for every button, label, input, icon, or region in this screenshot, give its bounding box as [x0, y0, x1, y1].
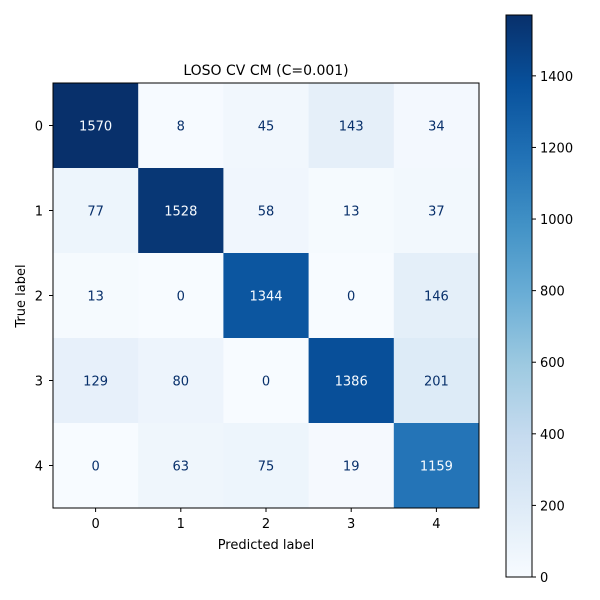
matrix-cell: [393, 423, 480, 509]
matrix-cell-value: 143: [339, 120, 364, 135]
y-tick-label: 4: [35, 460, 43, 475]
x-tick-label: 3: [347, 517, 355, 532]
x-tick-label: 4: [432, 517, 440, 532]
matrix-cell: [308, 83, 395, 169]
matrix-cell: [223, 168, 310, 254]
matrix-cell-value: 58: [258, 205, 275, 220]
matrix-cell: [138, 253, 224, 339]
matrix-cell-value: 1570: [79, 120, 112, 135]
matrix-cell-value: 77: [87, 205, 104, 220]
matrix-cell-value: 75: [258, 460, 275, 475]
matrix-cell-value: 0: [347, 290, 355, 305]
colorbar-tick-label: 400: [540, 428, 565, 443]
matrix-cell-value: 34: [428, 120, 445, 135]
matrix-cell: [223, 253, 310, 339]
matrix-cell: [138, 83, 224, 169]
matrix-cell: [308, 253, 395, 339]
matrix-cell: [308, 338, 395, 424]
colorbar-tick-label: 1200: [540, 141, 573, 156]
matrix-cell: [138, 423, 224, 509]
matrix-cell-value: 13: [343, 205, 360, 220]
y-tick-label: 0: [35, 120, 43, 135]
colorbar-tick-label: 0: [540, 571, 548, 586]
matrix-cell: [138, 168, 224, 254]
x-axis-label: Predicted label: [218, 538, 315, 553]
matrix-cell-value: 37: [428, 205, 445, 220]
y-tick-label: 2: [35, 290, 43, 305]
y-tick-label: 3: [35, 375, 43, 390]
matrix-cell-value: 8: [177, 120, 185, 135]
matrix-cell-value: 1386: [335, 375, 368, 390]
colorbar-tick-label: 800: [540, 285, 565, 300]
matrix-cell: [53, 253, 139, 339]
matrix-cell-value: 146: [424, 290, 449, 305]
matrix-cell-value: 0: [262, 375, 270, 390]
colorbar-tick-label: 1000: [540, 213, 573, 228]
matrix-cell-value: 1344: [249, 290, 282, 305]
matrix-cell: [393, 168, 480, 254]
matrix-cells: [53, 83, 480, 509]
matrix-cell-value: 201: [424, 375, 449, 390]
colorbar-tick-label: 1400: [540, 70, 573, 85]
y-tick-label: 1: [35, 205, 43, 220]
matrix-cell-value: 1528: [164, 205, 197, 220]
x-axis-ticks: 0 1 2 3 4: [91, 508, 441, 532]
matrix-cell: [308, 168, 395, 254]
matrix-cell-value: 19: [343, 460, 360, 475]
matrix-cell-value: 63: [173, 460, 190, 475]
matrix-cell: [223, 83, 310, 169]
matrix-cell: [223, 423, 310, 509]
matrix-cell-value: 13: [87, 290, 104, 305]
matrix-cell-value: 80: [173, 375, 190, 390]
matrix-cell-value: 1159: [420, 460, 453, 475]
matrix-cell-value: 0: [177, 290, 185, 305]
matrix-cell: [393, 338, 480, 424]
matrix-cell-labels: 1570 8 45 143 34 77 1528 58 13 37 13 0 1344 0 146 129 80…: [79, 120, 453, 475]
matrix-cell: [53, 338, 139, 424]
y-axis-ticks: 0 1 2 3 4: [35, 120, 53, 475]
matrix-cell: [53, 168, 139, 254]
colorbar-ticks: 0 200 400 600 800 1000 1200 1400: [532, 70, 573, 586]
colorbar-tick-label: 600: [540, 356, 565, 371]
matrix-cell: [308, 423, 395, 509]
x-tick-label: 0: [91, 517, 99, 532]
x-tick-label: 1: [177, 517, 185, 532]
matrix-cell: [138, 338, 224, 424]
matrix-cell: [223, 338, 310, 424]
matrix-cell: [393, 253, 480, 339]
colorbar: [505, 14, 533, 578]
matrix-cell: [53, 83, 139, 169]
matrix-cell: [393, 83, 480, 169]
chart-title: LOSO CV CM (C=0.001): [183, 63, 348, 79]
matrix-cell-value: 45: [258, 120, 275, 135]
matrix-cell-value: 129: [83, 375, 108, 390]
x-tick-label: 2: [262, 517, 270, 532]
colorbar-tick-label: 200: [540, 499, 565, 514]
y-axis-label: True label: [14, 264, 29, 328]
matrix-cell-value: 0: [91, 460, 99, 475]
matrix-cell: [53, 423, 139, 509]
